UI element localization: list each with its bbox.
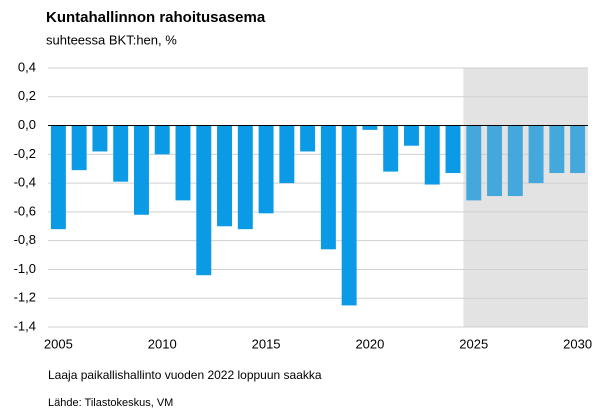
- bar: [175, 125, 191, 201]
- bar: [154, 125, 170, 155]
- bar: [403, 125, 419, 146]
- chart-subtitle: suhteessa BKT:hen, %: [46, 32, 177, 47]
- x-tick-label: 2015: [252, 336, 281, 351]
- bar: [279, 125, 295, 184]
- bar: [50, 125, 66, 230]
- source: Lähde: Tilastokeskus, VM: [48, 397, 173, 409]
- bar: [549, 125, 565, 174]
- y-tick-label: -1,0: [14, 261, 36, 276]
- y-tick-label: -1,2: [14, 290, 36, 305]
- bar: [113, 125, 129, 182]
- x-tick-label: 2030: [563, 336, 592, 351]
- x-tick-label: 2010: [148, 336, 177, 351]
- y-tick-label: -0,2: [14, 146, 36, 161]
- bar: [445, 125, 461, 174]
- y-tick-label: -0,6: [14, 203, 36, 218]
- bar: [196, 125, 212, 276]
- y-tick-label: 0,2: [18, 88, 36, 103]
- bar: [217, 125, 233, 227]
- bar: [320, 125, 336, 250]
- bar: [237, 125, 253, 230]
- bar: [258, 125, 274, 214]
- bar: [341, 125, 357, 306]
- bar: [71, 125, 87, 171]
- bar: [362, 125, 378, 130]
- bar: [528, 125, 544, 184]
- bar: [92, 125, 108, 152]
- y-tick-label: -0,4: [14, 175, 36, 190]
- bar: [300, 125, 316, 152]
- x-tick-label: 2005: [44, 336, 73, 351]
- forecast-shade: [463, 68, 588, 327]
- x-tick-label: 2025: [459, 336, 488, 351]
- bar: [507, 125, 523, 197]
- x-tick-label: 2020: [355, 336, 384, 351]
- bar: [570, 125, 586, 174]
- bar: [424, 125, 440, 185]
- y-tick-label: 0,0: [18, 117, 36, 132]
- bar: [133, 125, 149, 215]
- y-tick-label: -1,4: [14, 318, 36, 333]
- y-tick-label: -0,8: [14, 232, 36, 247]
- bar: [383, 125, 399, 172]
- note: Laaja paikallishallinto vuoden 2022 lopp…: [48, 368, 322, 382]
- bar: [487, 125, 503, 197]
- y-tick-label: 0,4: [18, 59, 36, 74]
- chart-title: Kuntahallinnon rahoitusasema: [46, 9, 266, 26]
- bar: [466, 125, 482, 201]
